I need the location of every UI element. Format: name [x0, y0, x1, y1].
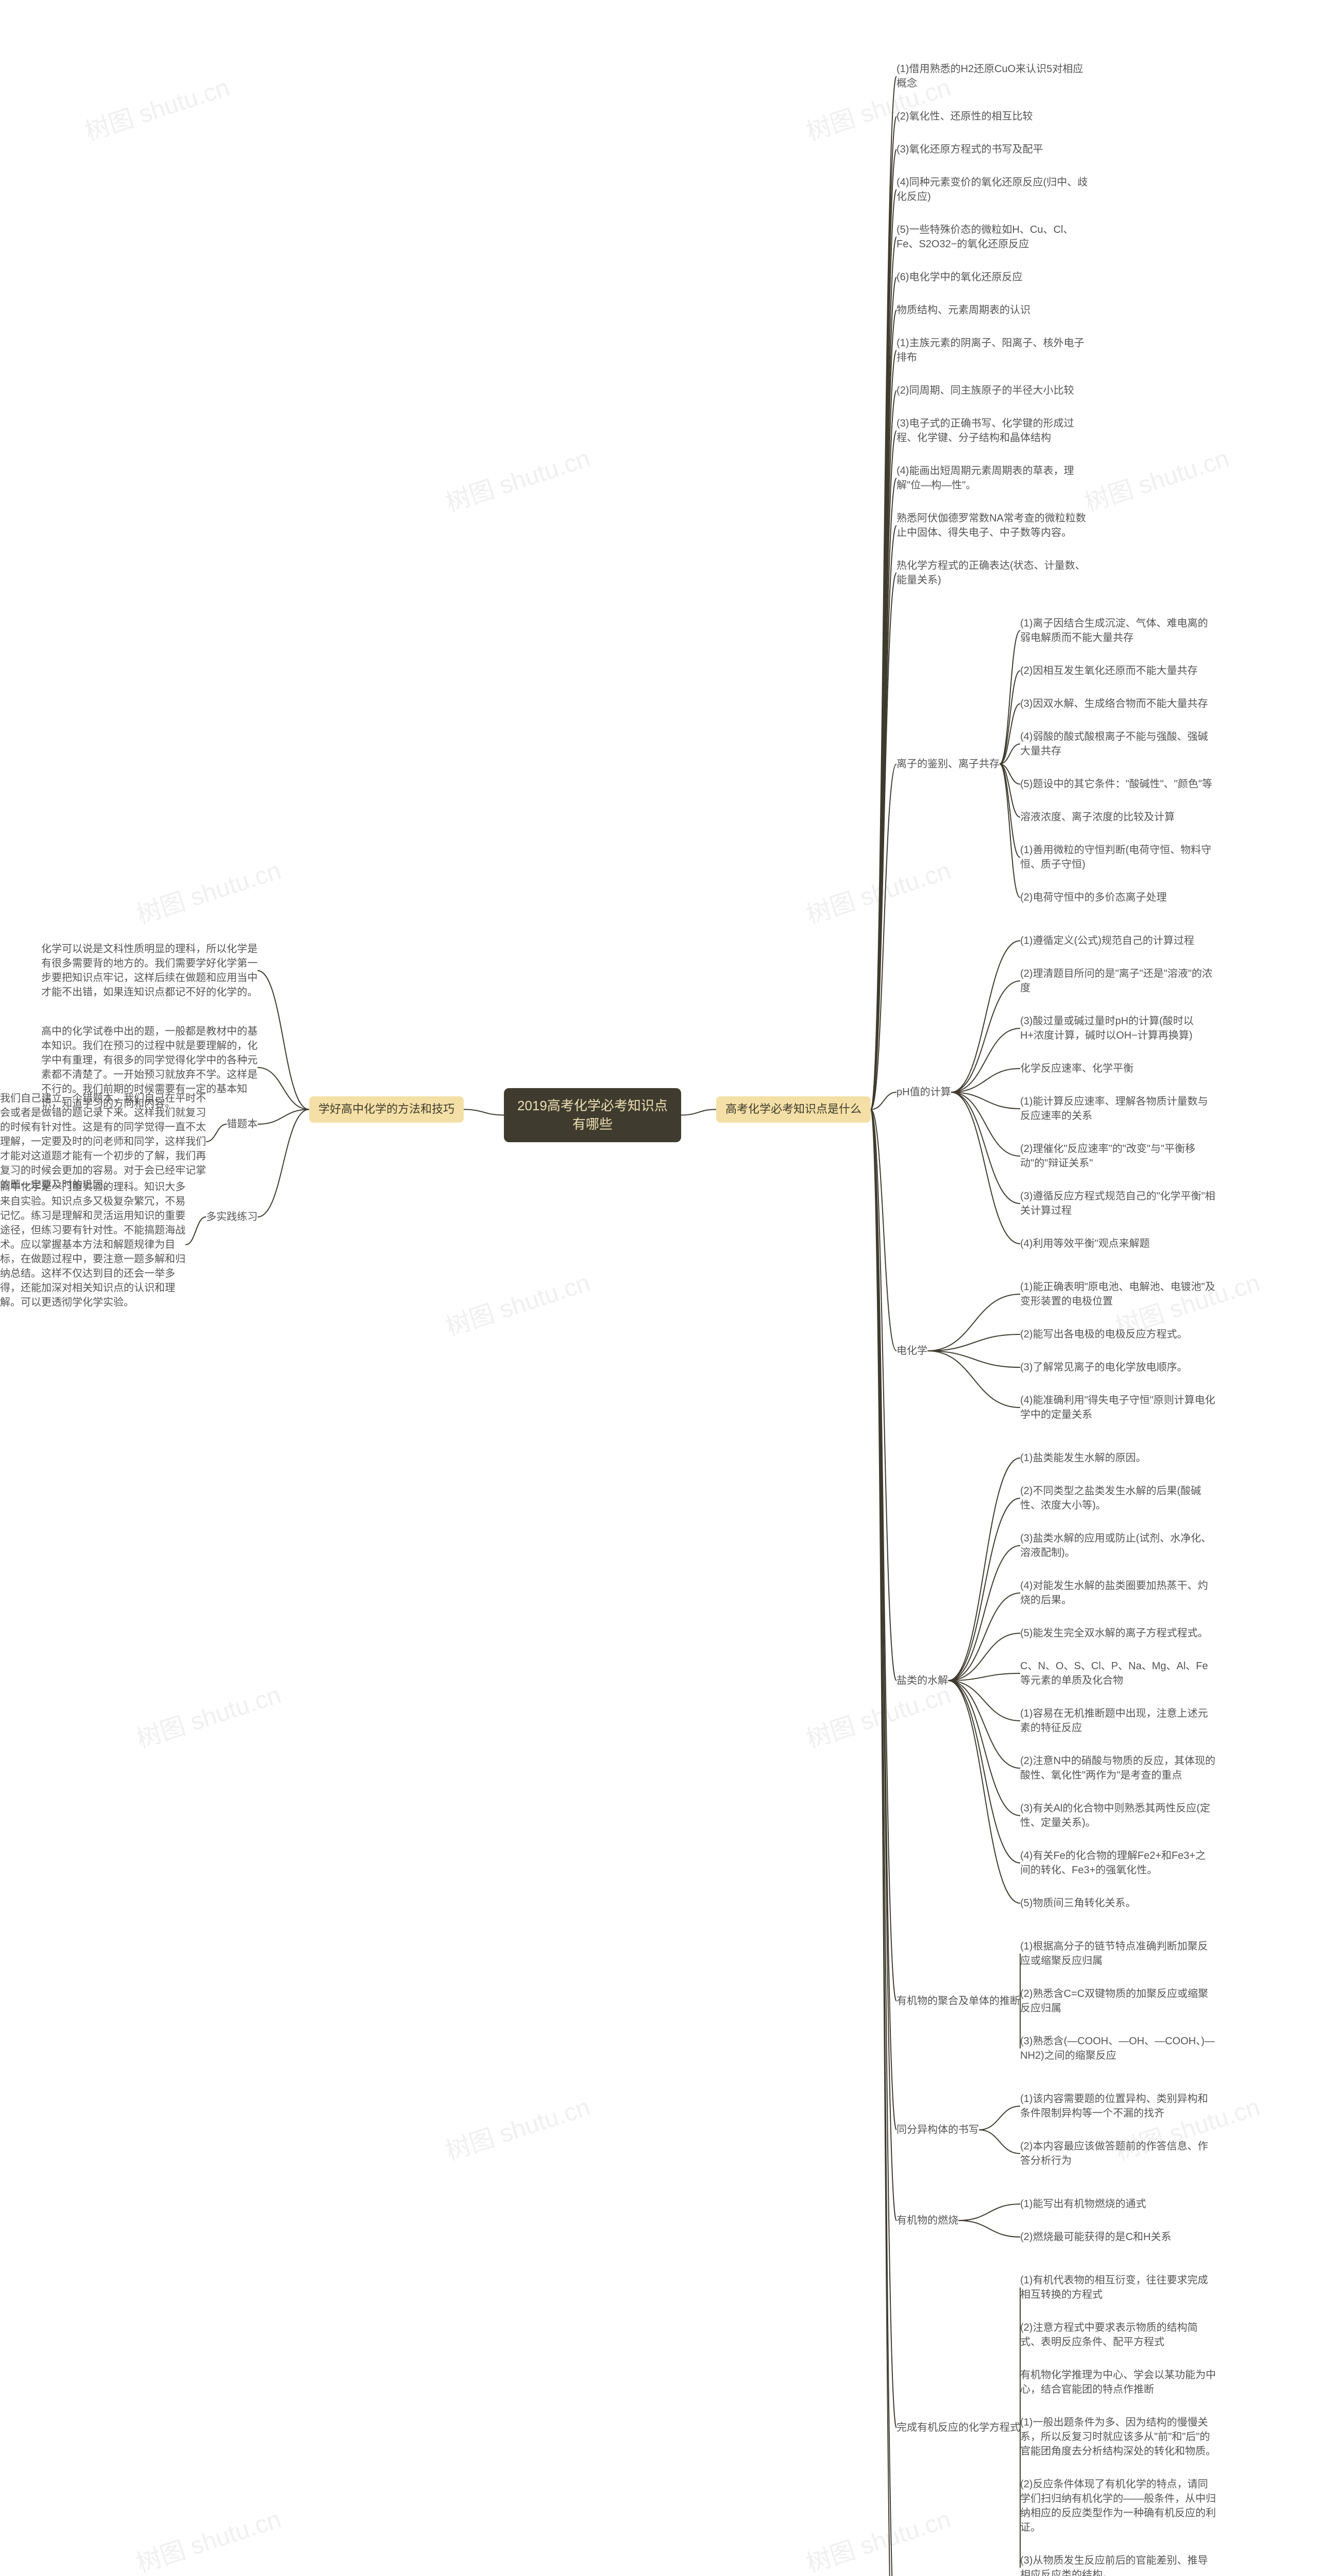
- leaf-node: (1)主族元素的阴离子、阳离子、核外电子排布: [897, 336, 1092, 365]
- leaf-node: 有机物化学推理为中心、学会以某功能为中心，结合官能团的特点作推断: [1020, 2368, 1216, 2397]
- sub-node: 离子的鉴别、离子共存: [897, 757, 1000, 771]
- watermark: 树图 shutu.cn: [442, 1266, 595, 1345]
- left-leaf-label: 多实践练习: [206, 1210, 258, 1224]
- leaf-node: (1)能正确表明"原电池、电解池、电镀池"及变形装置的电极位置: [1020, 1280, 1216, 1309]
- leaf-node: (2)同周期、同主族原子的半径大小比较: [897, 383, 1074, 398]
- sub-node: pH值的计算: [897, 1085, 951, 1099]
- mindmap-stage: { "colors": { "root_bg": "#3f3b2e", "roo…: [0, 0, 1319, 2576]
- leaf-node: (3)从物质发生反应前后的官能差别、推导相应反应类的结构。: [1020, 2553, 1216, 2576]
- leaf-node: 热化学方程式的正确表达(状态、计量数、能量关系): [897, 558, 1092, 587]
- leaf-node: (2)能写出各电极的电极反应方程式。: [1020, 1327, 1187, 1342]
- leaf-node: (2)理催化"反应速率"的"改变"与"平衡移动"的"辩证关系": [1020, 1142, 1216, 1171]
- leaf-node: (1)能计算反应速率、理解各物质计量数与反应速率的关系: [1020, 1094, 1216, 1123]
- watermark: 树图 shutu.cn: [132, 2502, 285, 2576]
- watermark: 树图 shutu.cn: [81, 71, 234, 150]
- sub-node: 同分异构体的书写: [897, 2123, 979, 2137]
- leaf-node: (1)离子因结合生成沉淀、气体、难电离的弱电解质而不能大量共存: [1020, 616, 1216, 645]
- leaf-node: (1)该内容需要题的位置异构、类别异构和条件限制异构等一个不漏的找齐: [1020, 2092, 1216, 2121]
- root-label-line2: 有哪些: [572, 1116, 613, 1132]
- left-leaf-text: 高中化学是一门重实验的理科。知识大多来自实验。知识点多又极复杂繁冗，不易记忆。练…: [0, 1181, 185, 1308]
- leaf-node: (3)有关Al的化合物中则熟悉其两性反应(定性、定量关系)。: [1020, 1801, 1216, 1830]
- leaf-node: (5)一些特殊价态的微粒如H、Cu、Cl、Fe、S2O32−的氧化还原反应: [897, 223, 1092, 251]
- leaf-node: (2)不同类型之盐类发生水解的后果(酸碱性、浓度大小等)。: [1020, 1484, 1216, 1513]
- sub-node: 盐类的水解: [897, 1673, 948, 1688]
- leaf-node: (1)容易在无机推断题中出现，注意上述元素的特征反应: [1020, 1706, 1216, 1735]
- watermark: 树图 shutu.cn: [1080, 442, 1233, 521]
- leaf-node: 化学反应速率、化学平衡: [1020, 1061, 1134, 1076]
- leaf-node: (2)因相互发生氧化还原而不能大量共存: [1020, 664, 1197, 678]
- leaf-node: 溶液浓度、离子浓度的比较及计算: [1020, 810, 1175, 824]
- watermark: 树图 shutu.cn: [132, 854, 285, 933]
- leaf-node: 熟悉阿伏伽德罗常数NA常考查的微粒粒数止中固体、得失电子、中子数等内容。: [897, 511, 1092, 540]
- leaf-node: (2)电荷守恒中的多价态离子处理: [1020, 890, 1166, 905]
- watermark: 树图 shutu.cn: [442, 442, 595, 521]
- leaf-node: (6)电化学中的氧化还原反应: [897, 270, 1022, 284]
- leaf-node: (4)有关Fe的化合物的理解Fe2+和Fe3+之间的转化、Fe3+的强氧化性。: [1020, 1849, 1216, 1877]
- leaf-node: (2)本内容最应该做答题前的作答信息、作答分析行为: [1020, 2139, 1216, 2168]
- leaf-node: (3)盐类水解的应用或防止(试剂、水净化、溶液配制)。: [1020, 1531, 1216, 1560]
- leaf-node: (3)氧化还原方程式的书写及配平: [897, 142, 1043, 157]
- watermark: 树图 shutu.cn: [442, 2090, 595, 2170]
- leaf-node: (1)有机代表物的相互衍变，往往要求完成相互转换的方程式: [1020, 2273, 1216, 2302]
- sub-node: 有机物的聚合及单体的推断: [897, 1994, 1020, 2008]
- leaf-node: (5)题设中的其它条件："酸碱性"、"颜色"等: [1020, 777, 1212, 791]
- leaf-node: (2)注意N中的硝酸与物质的反应，其体现的酸性、氧化性"两作为"是考查的重点: [1020, 1754, 1216, 1783]
- left-leaf-label: 错题本: [227, 1117, 258, 1131]
- watermark: 树图 shutu.cn: [132, 1678, 285, 1757]
- right-category: 高考化学必考知识点是什么: [716, 1096, 871, 1123]
- leaf-node: (1)遵循定义(公式)规范自己的计算过程: [1020, 934, 1194, 948]
- leaf-node: (4)能准确利用"得失电子守恒"原则计算电化学中的定量关系: [1020, 1393, 1216, 1422]
- leaf-node: (3)酸过量或碱过量时pH的计算(酸时以H+浓度计算，碱时以OH−计算再换算): [1020, 1014, 1216, 1043]
- leaf-node: (2)注意方程式中要求表示物质的结构简式、表明反应条件、配平方程式: [1020, 2320, 1216, 2349]
- left-category: 学好高中化学的方法和技巧: [309, 1096, 464, 1123]
- leaf-node: (3)电子式的正确书写、化学键的形成过程、化学键、分子结构和晶体结构: [897, 416, 1092, 445]
- leaf-node: (1)根据高分子的链节特点准确判断加聚反应或缩聚反应归属: [1020, 1939, 1216, 1968]
- sub-node: 完成有机反应的化学方程式: [897, 2420, 1020, 2435]
- watermark: 树图 shutu.cn: [802, 1678, 955, 1757]
- left-leaf-text: 我们自己建立一个错题本，我们自己在平时不会或者是做错的题记录下来。这样我们就复习…: [0, 1093, 206, 1191]
- root-node: 2019高考化学必考知识点 有哪些: [504, 1088, 681, 1142]
- leaf-node: (4)弱酸的酸式酸根离子不能与强酸、强碱大量共存: [1020, 730, 1216, 758]
- left-leaf: 高中化学是一门重实验的理科。知识大多来自实验。知识点多又极复杂繁冗，不易记忆。练…: [0, 1180, 185, 1310]
- sub-node: 电化学: [897, 1344, 927, 1358]
- leaf-node: (1)一般出题条件为多、因为结构的慢慢关系，所以反复习时就应该多从"前"和"后"…: [1020, 2415, 1216, 2459]
- leaf-node: (1)借用熟悉的H2还原CuO来认识5对相应概念: [897, 62, 1092, 91]
- leaf-node: (2)燃烧最可能获得的是C和H关系: [1020, 2230, 1171, 2244]
- sub-node: 有机物的燃烧: [897, 2213, 958, 2228]
- leaf-node: (1)能写出有机物燃烧的通式: [1020, 2197, 1146, 2211]
- leaf-node: (1)善用微粒的守恒判断(电荷守恒、物料守恒、质子守恒): [1020, 843, 1216, 872]
- left-leaf-text: 化学可以说是文科性质明显的理科，所以化学是有很多需要背的地方的。我们需要学好化学…: [41, 943, 258, 998]
- leaf-node: (4)利用等效平衡"观点来解题: [1020, 1236, 1150, 1251]
- leaf-node: (3)熟悉含(—COOH、—OH、—COOH、)—NH2)之间的缩聚反应: [1020, 2034, 1216, 2063]
- leaf-node: (2)氧化性、还原性的相互比较: [897, 109, 1033, 124]
- leaf-node: (2)理清题目所问的是"离子"还是"溶液"的浓度: [1020, 967, 1216, 995]
- root-label-line1: 2019高考化学必考知识点: [517, 1098, 668, 1113]
- leaf-node: (1)盐类能发生水解的原因。: [1020, 1451, 1146, 1465]
- leaf-node: (2)反应条件体现了有机化学的特点，请同学们扫归纳有机化学的——般条件，从中归纳…: [1020, 2477, 1216, 2535]
- leaf-node: (3)遵循反应方程式规范自己的"化学平衡"相关计算过程: [1020, 1189, 1216, 1218]
- leaf-node: C、N、O、S、Cl、P、Na、Mg、Al、Fe等元素的单质及化合物: [1020, 1659, 1216, 1688]
- left-leaf: 我们自己建立一个错题本，我们自己在平时不会或者是做错的题记录下来。这样我们就复习…: [0, 1091, 206, 1192]
- leaf-node: (5)物质间三角转化关系。: [1020, 1896, 1136, 1910]
- leaf-node: 物质结构、元素周期表的认识: [897, 303, 1030, 317]
- leaf-node: (4)对能发生水解的盐类圈要加热蒸干、灼烧的后果。: [1020, 1579, 1216, 1607]
- left-leaf: 化学可以说是文科性质明显的理科，所以化学是有很多需要背的地方的。我们需要学好化学…: [41, 942, 258, 999]
- leaf-node: (2)熟悉含C=C双键物质的加聚反应或缩聚反应归属: [1020, 1987, 1216, 2015]
- leaf-node: (3)因双水解、生成络合物而不能大量共存: [1020, 697, 1208, 711]
- watermark: 树图 shutu.cn: [802, 854, 955, 933]
- leaf-node: (4)同种元素变价的氧化还原反应(归中、歧化反应): [897, 175, 1092, 204]
- leaf-node: (5)能发生完全双水解的离子方程式程式。: [1020, 1626, 1208, 1640]
- leaf-node: (3)了解常见离子的电化学放电顺序。: [1020, 1360, 1187, 1375]
- leaf-node: (4)能画出短周期元素周期表的草表，理解"位—构—性"。: [897, 464, 1092, 493]
- watermark: 树图 shutu.cn: [802, 2502, 955, 2576]
